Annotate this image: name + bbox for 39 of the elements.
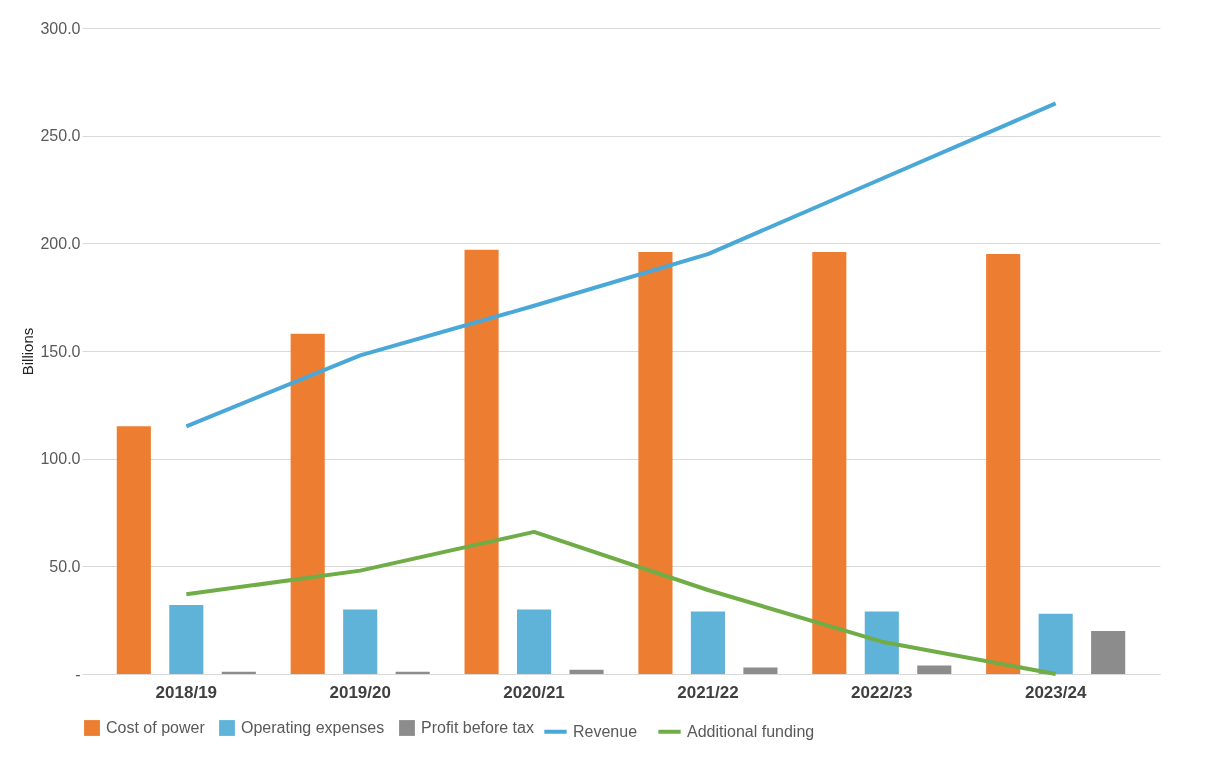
bar — [569, 669, 604, 674]
line-series — [184, 529, 1058, 676]
bar — [290, 333, 325, 674]
bar — [986, 254, 1021, 674]
bar — [690, 611, 725, 674]
bar — [116, 426, 151, 674]
bar — [743, 667, 778, 674]
legend-label: Operating expenses — [241, 719, 385, 736]
bar — [395, 671, 430, 674]
y-tick-label: - — [75, 665, 81, 683]
y-tick-label: 250.0 — [40, 127, 81, 145]
x-tick-label: 2022/23 — [851, 682, 913, 702]
x-tick-label: 2021/22 — [677, 682, 739, 702]
bar — [864, 611, 899, 674]
legend-label: Additional funding — [687, 722, 815, 740]
legend-label: Cost of power — [106, 719, 206, 736]
bar — [812, 251, 847, 674]
x-tick-label: 2018/19 — [155, 682, 218, 702]
bar — [221, 671, 256, 674]
y-axis-title: Billions — [19, 327, 37, 376]
bar — [343, 609, 378, 674]
x-tick-label: 2019/20 — [329, 682, 391, 702]
bar — [1038, 613, 1073, 674]
x-tick-label: 2020/21 — [503, 682, 565, 702]
bar — [1091, 630, 1126, 674]
bar — [638, 251, 673, 674]
bar — [464, 249, 499, 674]
line-series — [184, 101, 1058, 429]
y-tick-label: 100.0 — [40, 450, 81, 468]
y-tick-label: 150.0 — [40, 342, 81, 360]
bar — [169, 605, 204, 674]
x-tick-label: 2023/24 — [1024, 682, 1087, 702]
y-tick-label: 50.0 — [49, 557, 81, 575]
legend-label: Profit before tax — [421, 719, 534, 736]
legend-label: Revenue — [573, 722, 638, 740]
bar — [517, 609, 552, 674]
y-tick-label: 300.0 — [40, 19, 81, 37]
y-tick-label: 200.0 — [40, 234, 81, 252]
bar — [917, 665, 952, 674]
